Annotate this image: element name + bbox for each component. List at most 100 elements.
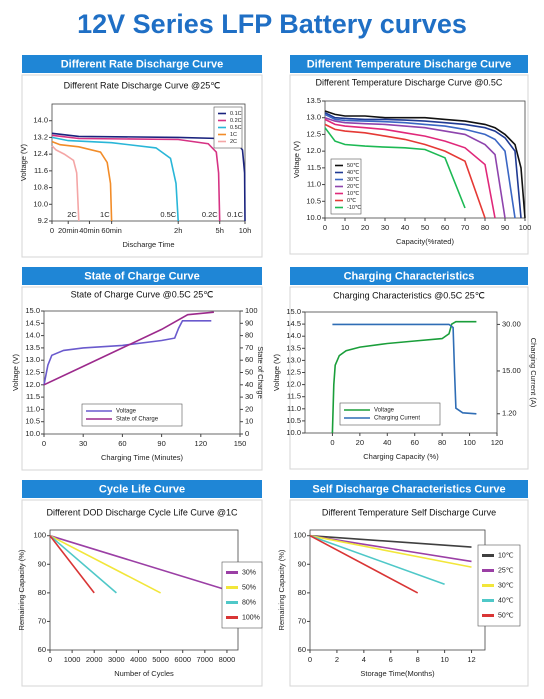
panel-header: Different Rate Discharge Curve — [61, 58, 224, 70]
series-line — [324, 118, 496, 219]
legend-label: 30℃ — [347, 177, 360, 183]
panel-header: Different Temperature Discharge Curve — [307, 58, 512, 70]
panel-border — [289, 499, 529, 687]
legend-label: 80% — [242, 599, 256, 606]
curve-end-label: 0.1C — [227, 210, 243, 219]
panel-header: Cycle Life Curve — [99, 483, 185, 495]
x-tick-label: 20min — [58, 226, 78, 235]
legend-label: 100% — [242, 614, 260, 621]
legend-label: 30% — [242, 569, 256, 576]
legend-box — [81, 403, 183, 427]
y-tick-label: 10.0 — [33, 199, 48, 208]
series-line — [324, 123, 486, 219]
x-axis-label: Charging Time (Minutes) — [101, 453, 184, 462]
legend-label: Voltage — [116, 409, 137, 415]
x-tick-label: 120 — [195, 439, 208, 448]
legend-label: 25℃ — [498, 567, 514, 574]
series-line — [324, 110, 526, 219]
legend-box — [339, 402, 441, 426]
legend-label: 0℃ — [347, 198, 357, 204]
x-tick-label: 90 — [501, 223, 509, 232]
series-line — [309, 534, 472, 568]
x-tick-label: 2 — [335, 655, 339, 664]
y-tick-label: 11.5 — [307, 163, 321, 172]
header-bar — [290, 55, 528, 73]
y2-tick-label: 40 — [245, 380, 253, 389]
y-tick-label: 100 — [293, 531, 306, 540]
chart-title: Different DOD Discharge Cycle Life Curve… — [46, 507, 238, 517]
header-bar — [22, 55, 262, 73]
curve-end-label: 1C — [100, 210, 110, 219]
y-tick-label: 60 — [298, 645, 306, 654]
legend-label: 50℃ — [347, 163, 360, 169]
series-line — [324, 127, 466, 209]
x-tick-label: 8 — [416, 655, 420, 664]
y-axis-label: Voltage (V) — [272, 353, 281, 391]
x-tick-label: 5h — [216, 226, 224, 235]
x-tick-label: 60 — [118, 439, 126, 448]
y-tick-label: 13.2 — [33, 132, 48, 141]
header-bar — [290, 480, 528, 498]
series-line — [51, 134, 221, 222]
y-tick-label: 12.0 — [25, 380, 40, 389]
x-tick-label: 7000 — [196, 655, 213, 664]
x-tick-label: 60 — [441, 223, 449, 232]
x-tick-label: 20 — [361, 223, 369, 232]
series-line — [43, 311, 214, 386]
x-tick-label: 10h — [239, 226, 252, 235]
panel-border — [21, 286, 263, 471]
x-tick-label: 5000 — [152, 655, 169, 664]
series-line — [309, 534, 472, 548]
y-tick-label: 12.5 — [25, 367, 40, 376]
y2-tick-label: 30 — [245, 392, 253, 401]
legend-label: 50℃ — [498, 612, 514, 619]
y-tick-label: 13.0 — [25, 355, 40, 364]
series-line — [324, 111, 522, 219]
y-tick-label: 60 — [38, 645, 46, 654]
curve-end-label: 0.5C — [160, 210, 176, 219]
y-tick-label: 10.8 — [33, 183, 48, 192]
y-tick-label: 12.0 — [306, 146, 321, 155]
panel-header: Self Discharge Characteristics Curve — [312, 483, 505, 495]
y2-axis-label: State of Charge — [256, 346, 265, 399]
y-tick-label: 12.0 — [286, 380, 301, 389]
x-tick-label: 100 — [463, 438, 476, 447]
y2-tick-label: 30.00 — [502, 319, 521, 328]
legend-label: Voltage — [374, 408, 395, 414]
curve-end-label: 0.2C — [202, 210, 218, 219]
y-tick-label: 10.0 — [286, 428, 301, 437]
x-tick-label: 0 — [48, 655, 52, 664]
y2-axis-label: Charging Current (A) — [529, 338, 538, 408]
y-tick-label: 14.0 — [33, 116, 48, 125]
plot-frame — [51, 103, 246, 222]
y-tick-label: 13.0 — [286, 355, 301, 364]
x-tick-label: 0 — [308, 655, 312, 664]
y-tick-label: 14.5 — [286, 319, 301, 328]
series-line — [309, 534, 472, 563]
x-tick-label: 2h — [174, 226, 182, 235]
page-title: 12V Series LFP Battery curves — [77, 9, 467, 39]
x-tick-label: 10 — [341, 223, 349, 232]
legend-label: 50% — [242, 584, 256, 591]
x-tick-label: 30 — [79, 439, 87, 448]
y-tick-label: 12.5 — [306, 129, 321, 138]
y-tick-label: 15.0 — [25, 306, 40, 315]
legend-label: 40℃ — [498, 597, 514, 604]
y2-tick-label: 1.20 — [502, 409, 517, 418]
series-line — [309, 534, 419, 594]
x-tick-label: 80 — [438, 438, 446, 447]
y-tick-label: 14.5 — [25, 318, 40, 327]
y-tick-label: 10.5 — [306, 196, 321, 205]
y-tick-label: 13.5 — [306, 96, 321, 105]
x-tick-label: 0 — [323, 223, 327, 232]
x-axis-label: Storage Time(Months) — [360, 669, 435, 678]
y-tick-label: 100 — [33, 531, 46, 540]
panel-border — [289, 286, 529, 470]
plot-frame — [49, 529, 239, 651]
x-tick-label: 0 — [330, 438, 334, 447]
x-tick-label: 12 — [467, 655, 475, 664]
chart-title: State of Charge Curve @0.5C 25℃ — [71, 289, 214, 299]
y-axis-label: Voltage (V) — [11, 353, 20, 391]
series-line — [51, 145, 80, 222]
